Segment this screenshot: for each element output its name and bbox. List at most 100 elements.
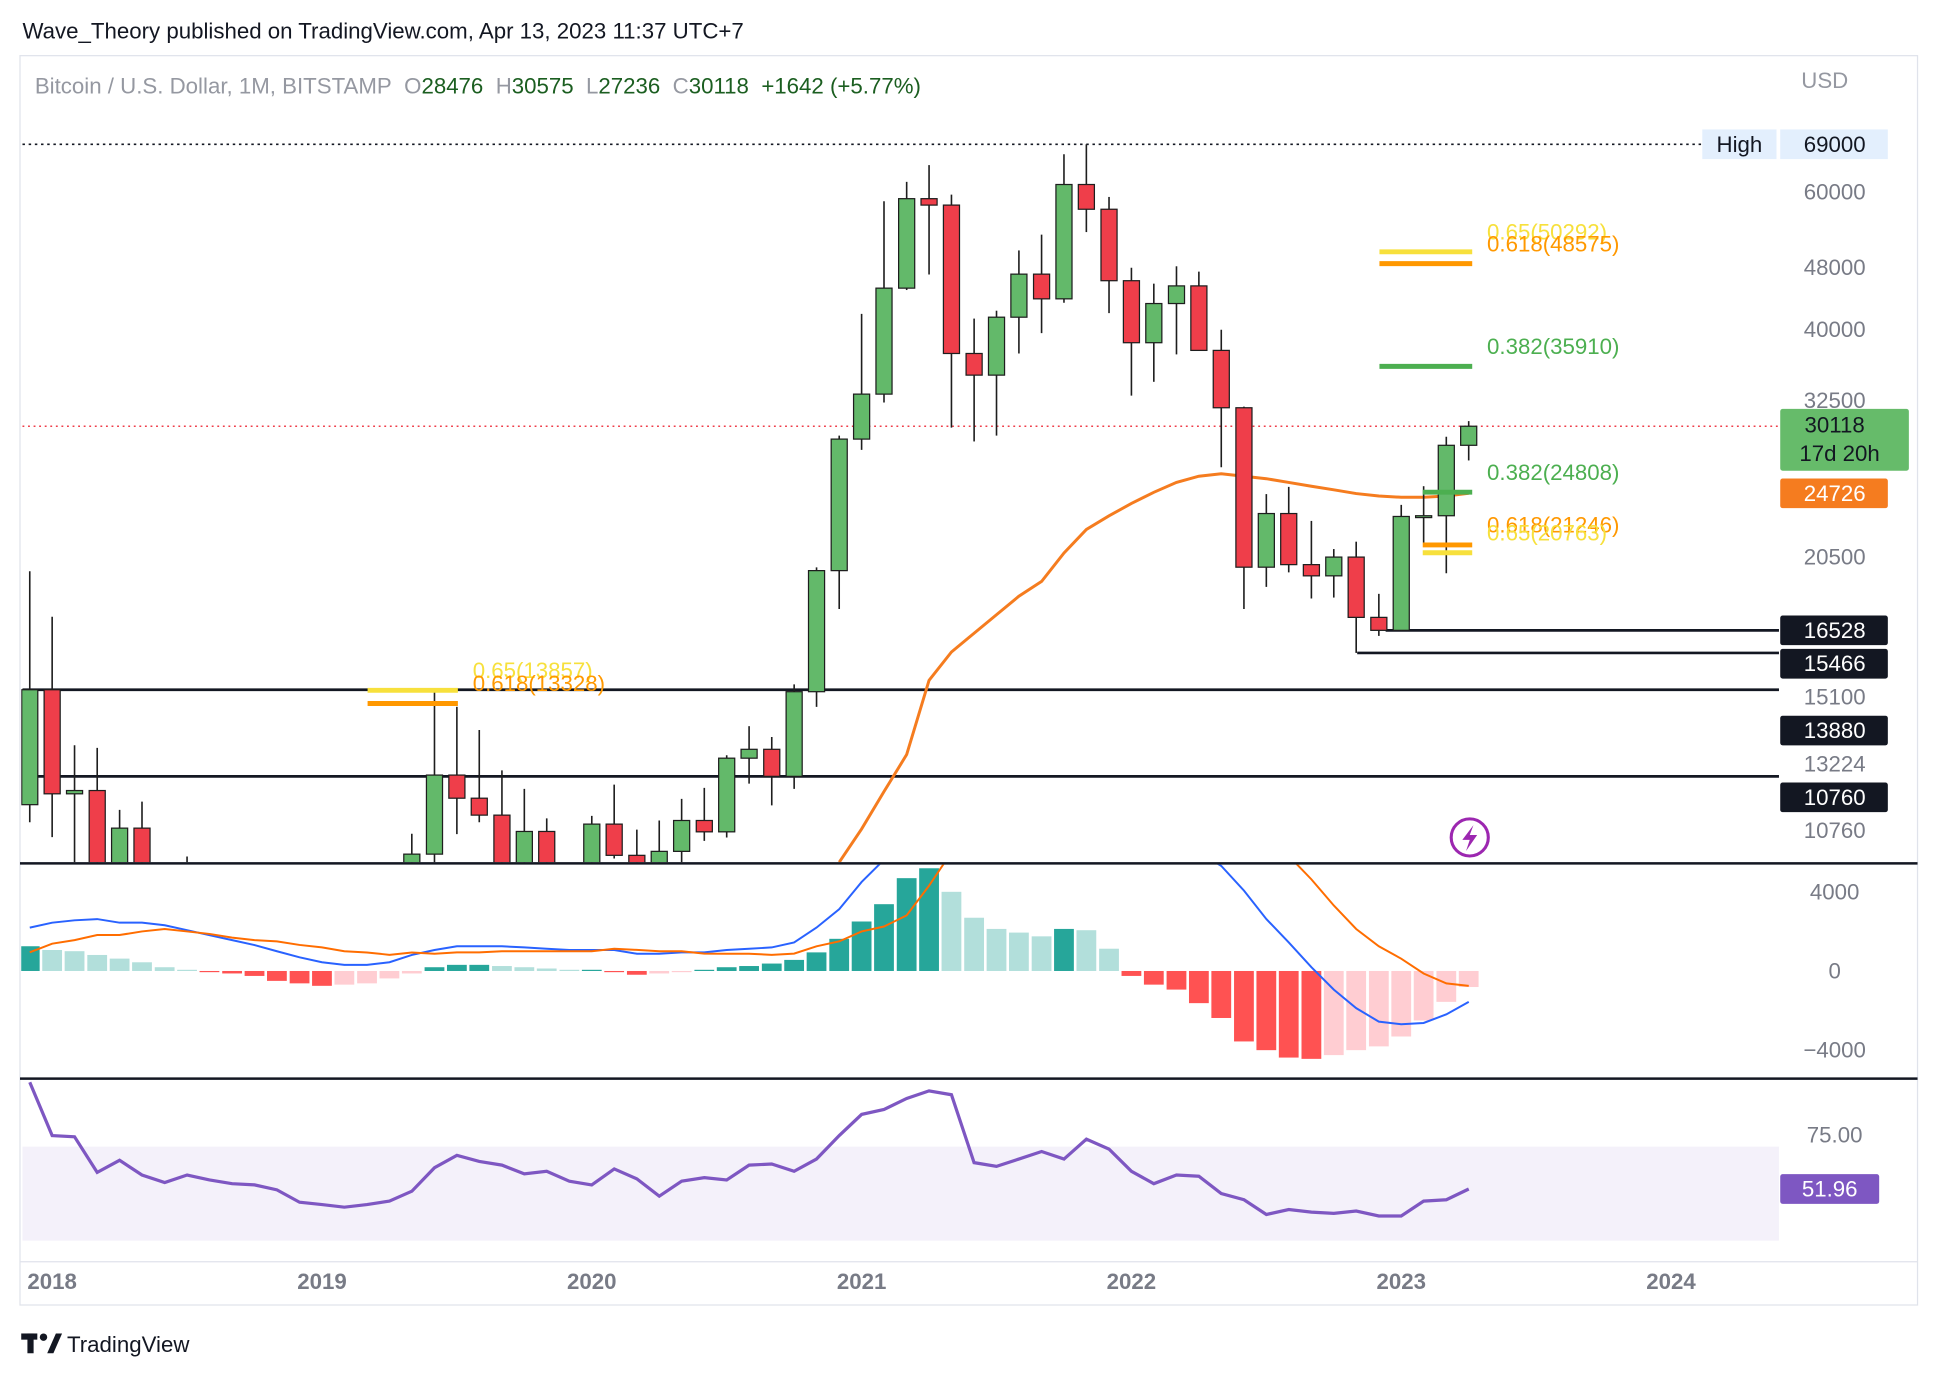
candle-body bbox=[965, 352, 983, 376]
candle-body bbox=[942, 204, 961, 355]
ohlc-label: L bbox=[586, 73, 598, 98]
price-label: 10760 bbox=[1804, 785, 1866, 810]
histogram-bar bbox=[739, 966, 759, 971]
histogram-bar bbox=[1256, 970, 1277, 1051]
candle-body bbox=[628, 854, 646, 863]
candle-body bbox=[179, 889, 195, 954]
y-tick-label: 15100 bbox=[1804, 685, 1866, 710]
histogram-bar bbox=[424, 967, 445, 971]
price-label: 13880 bbox=[1804, 718, 1866, 743]
histogram-bar bbox=[446, 964, 467, 971]
candle-body bbox=[381, 1016, 397, 1105]
y-tick-label: 0 bbox=[1828, 958, 1840, 983]
candle-body bbox=[43, 689, 61, 795]
candle-body bbox=[605, 823, 623, 856]
fib-label: 0.382(24808) bbox=[1487, 460, 1619, 485]
candle-body bbox=[1235, 407, 1253, 568]
histogram-bar bbox=[469, 964, 490, 971]
candle-body bbox=[785, 691, 803, 777]
histogram-bar bbox=[222, 970, 243, 974]
candle-body bbox=[359, 1105, 375, 1129]
histogram-bar bbox=[1076, 930, 1097, 971]
histogram-bar bbox=[87, 954, 108, 971]
histogram-bar bbox=[334, 970, 355, 985]
histogram-bar bbox=[244, 970, 265, 976]
histogram-bar bbox=[1301, 970, 1322, 1059]
candle-body bbox=[695, 819, 713, 833]
histogram-bar bbox=[42, 950, 63, 971]
price-label-box bbox=[1780, 615, 1888, 646]
candle-body bbox=[898, 198, 916, 289]
rsi-value: 51.96 bbox=[1802, 1176, 1858, 1201]
candle-body bbox=[987, 316, 1006, 376]
histogram-bar bbox=[829, 938, 850, 971]
candle-body bbox=[1212, 349, 1230, 409]
histogram-bar bbox=[536, 968, 557, 971]
candle-body bbox=[807, 570, 826, 693]
histogram-bar bbox=[896, 878, 917, 971]
last-price: 30118 bbox=[1805, 412, 1865, 437]
histogram-bar bbox=[514, 967, 535, 971]
candle-body bbox=[1370, 616, 1388, 631]
bar-countdown: 17d 20h bbox=[1799, 441, 1879, 466]
x-tick-label: 2021 bbox=[837, 1269, 886, 1294]
candle-body bbox=[1100, 208, 1118, 282]
histogram-bar bbox=[1234, 970, 1254, 1042]
ohlc-value: 30118 bbox=[689, 73, 749, 98]
last-price-box bbox=[1780, 408, 1909, 471]
histogram-bar bbox=[941, 891, 962, 971]
fib-label: 0.618(21246) bbox=[1487, 513, 1619, 538]
ohlc-label: H bbox=[496, 73, 512, 98]
x-tick-label: 2020 bbox=[567, 1269, 617, 1294]
histogram-bar bbox=[919, 868, 939, 971]
price-label: 15466 bbox=[1804, 651, 1866, 676]
histogram-bar bbox=[671, 970, 692, 973]
histogram-bar bbox=[1458, 970, 1479, 988]
ohlc-value: 27236 bbox=[598, 73, 660, 98]
histogram-bar bbox=[289, 970, 310, 984]
symbol-title: Bitcoin / U.S. Dollar, 1M, BITSTAMP bbox=[35, 73, 392, 98]
histogram-bar bbox=[379, 970, 400, 979]
footer-brand: TradingView bbox=[67, 1332, 190, 1357]
candle-body bbox=[830, 438, 848, 572]
high-value: 69000 bbox=[1804, 132, 1866, 157]
y-tick-label: −4000 bbox=[1803, 1038, 1866, 1063]
fib-label: 0.618(13328) bbox=[473, 671, 605, 696]
alert-icon[interactable] bbox=[1449, 817, 1490, 858]
rsi-value-box bbox=[1780, 1174, 1880, 1204]
histogram-bar bbox=[21, 946, 40, 971]
histogram-bar bbox=[357, 970, 377, 984]
histogram-bar bbox=[1278, 970, 1299, 1058]
macd-pane bbox=[21, 864, 1479, 1059]
high-box bbox=[1702, 129, 1777, 160]
rsi-band bbox=[22, 1146, 1779, 1241]
candle-body bbox=[1302, 564, 1321, 577]
y-tick-label: 13224 bbox=[1804, 751, 1866, 776]
candle-body bbox=[110, 827, 129, 863]
candle-body bbox=[740, 748, 758, 759]
moving-average bbox=[838, 472, 1469, 863]
histogram-bar bbox=[1054, 928, 1074, 971]
histogram-bar bbox=[604, 970, 625, 973]
histogram-bar bbox=[784, 959, 805, 971]
x-tick-label: 2018 bbox=[27, 1269, 77, 1294]
candle-body bbox=[515, 830, 533, 863]
pane-layer: 0.65(50292)0.618(48575) 0.382(35910) 0.382… bbox=[21, 129, 1909, 1294]
candle-body bbox=[1167, 285, 1186, 305]
histogram-bar bbox=[559, 969, 580, 971]
histogram-bar bbox=[1346, 970, 1367, 1051]
histogram-bar bbox=[1413, 970, 1434, 1021]
histogram-bar bbox=[964, 917, 985, 971]
candle-body bbox=[292, 1111, 308, 1136]
histogram-bar bbox=[177, 969, 197, 971]
candle-body bbox=[1392, 515, 1410, 631]
publish-header: Wave_Theory published on TradingView.com… bbox=[22, 18, 743, 43]
ma-value: 24726 bbox=[1804, 481, 1866, 506]
y-tick-label: 4000 bbox=[1810, 879, 1860, 904]
candle-body bbox=[65, 789, 84, 795]
histogram-bar bbox=[1211, 970, 1232, 1018]
ohlc-label: C bbox=[673, 73, 689, 98]
histogram-bar bbox=[1436, 970, 1457, 1002]
rsi-pane bbox=[22, 1081, 1779, 1241]
